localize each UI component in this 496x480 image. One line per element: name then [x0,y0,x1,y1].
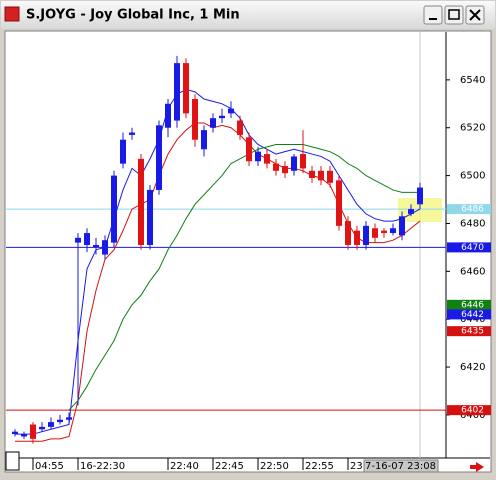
candle-body [300,154,306,169]
candle-body [417,187,423,205]
window-title: S.JOYG - Joy Global Inc, 1 Min [26,8,240,23]
y-tick-label: 6440 [460,314,485,325]
candle-body [354,230,360,245]
y-tick-label: 6480 [460,218,485,229]
candle-body [291,156,297,171]
candle-body [165,103,171,128]
candle-body [183,63,189,114]
price-label: 6402 [461,406,484,416]
price-label: 6435 [461,327,484,337]
y-tick-label: 6520 [460,123,485,134]
x-tick-label: 22:45 [215,461,244,472]
candle-body [48,422,54,427]
candle-body [21,434,27,437]
x-tick-label: 22:40 [170,461,199,472]
candle-body [282,166,288,174]
price-label-box [447,299,491,310]
candle-body [66,417,72,420]
candle-body [399,216,405,236]
candle-body [39,426,45,430]
title-bar [1,1,495,29]
price-label: 6442 [461,310,484,320]
candle-body [309,170,315,178]
candle-body [219,115,225,119]
x-tick-label: 16-22:30 [80,461,125,472]
candle-body [201,130,207,150]
candle-body [318,170,324,181]
candle-body [273,163,279,171]
scroll-arrow[interactable] [470,462,484,472]
x-tick-label: 04:55 [35,461,64,472]
x-tick-label: 7-16-07 23:08 [365,461,436,472]
candle-body [255,151,261,162]
maximize-button[interactable] [444,5,464,25]
candle-body [210,118,216,128]
candle-body [12,431,18,435]
candle-body [363,225,369,245]
candle-body [408,209,414,214]
moving-average [68,143,420,411]
y-tick-label: 6460 [460,266,485,277]
price-label: 6470 [461,243,484,253]
candle-body [30,424,36,439]
candle-body [174,63,180,121]
candle-body [75,237,81,243]
y-tick-label: 6400 [460,410,485,421]
candle-body [147,189,153,245]
price-label: 6486 [461,205,484,215]
x-cursor-box [363,459,439,473]
candle-body [372,228,378,238]
price-label-box [447,405,491,416]
price-label-box [447,242,491,253]
y-tick-label: 6540 [460,75,485,86]
candle-body [246,137,252,162]
candle-body [237,120,243,135]
candle-body [93,245,99,248]
moving-average [15,88,421,435]
candle-body [138,158,144,245]
app-icon [4,6,20,22]
y-tick-label: 6500 [460,171,485,182]
candle-body [264,154,270,164]
minimize-button[interactable] [423,5,443,25]
candle-body [129,132,135,135]
candle-body [192,99,198,140]
price-label-box [447,204,491,215]
chart-panel [4,30,492,473]
candle-body [381,230,387,234]
scroll-box[interactable] [5,451,20,471]
candle-body [84,233,90,245]
candle-body [345,221,351,245]
price-label-box [447,326,491,337]
candle-body [336,180,342,226]
candle-body [57,419,63,423]
candle-body [327,170,333,183]
candle-body [102,240,108,255]
candle-body [390,228,396,234]
candle-body [111,175,117,243]
x-tick-label: 22:50 [260,461,289,472]
candle-body [120,139,126,164]
price-label: 6446 [461,300,484,310]
x-tick-label: 22:55 [305,461,334,472]
close-button[interactable] [465,5,485,25]
candle-body [228,108,234,114]
plot: 6400 6420 6440 6460 6480 6500 6520 6540 04:55 16-… [6,55,491,473]
moving-average [15,122,421,442]
y-tick-label: 6420 [460,362,485,373]
candle-body [156,125,162,190]
price-label-box [447,309,491,320]
